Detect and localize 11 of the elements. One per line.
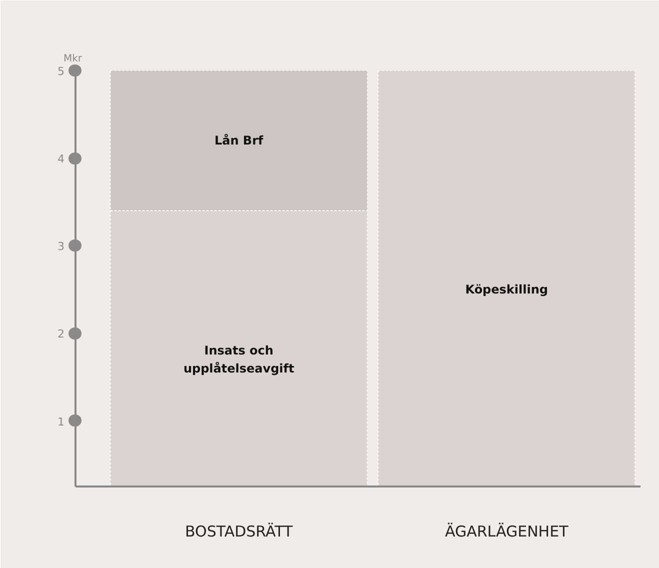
x-tick-label: ÄGARLÄGENHET bbox=[444, 522, 570, 540]
series-label: Insats och upplåtelseavgift bbox=[183, 343, 294, 376]
y-tick-label: 2 bbox=[58, 328, 64, 341]
series-label: Köpeskilling bbox=[465, 282, 548, 296]
y-tick-label: 5 bbox=[58, 65, 64, 78]
y-tick-label: 1 bbox=[58, 415, 64, 428]
series-label: Lån Brf bbox=[214, 134, 264, 148]
y-axis-title: Mkr bbox=[64, 54, 83, 64]
y-tick-label: 4 bbox=[58, 152, 64, 166]
x-tick-label: BOSTADSRÄTT bbox=[185, 522, 294, 540]
y-tick-label: 3 bbox=[58, 240, 64, 254]
